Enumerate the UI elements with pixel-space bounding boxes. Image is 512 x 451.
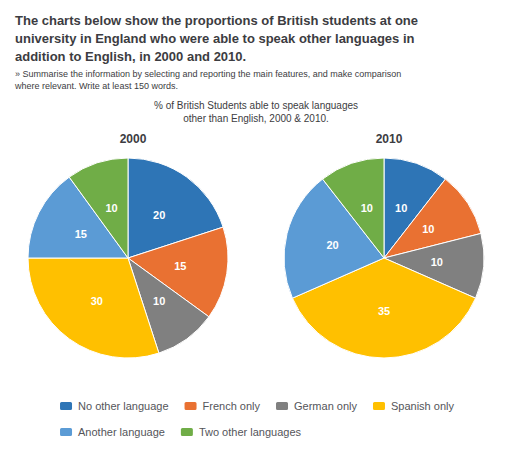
svg-text:where relevant. Write at least: where relevant. Write at least 150 words… xyxy=(14,81,178,91)
svg-text:30: 30 xyxy=(91,295,103,307)
svg-text:% of British Students able to: % of British Students able to speak lang… xyxy=(154,100,358,111)
svg-text:The charts below show the prop: The charts below show the proportions of… xyxy=(15,13,418,28)
svg-text:No other language: No other language xyxy=(78,400,169,412)
svg-text:10: 10 xyxy=(153,295,165,307)
svg-text:35: 35 xyxy=(378,305,390,317)
svg-text:university in England who were: university in England who were able to s… xyxy=(15,31,415,46)
svg-text:Spanish only: Spanish only xyxy=(391,400,454,412)
svg-text:» Summarise the information by: » Summarise the information by selecting… xyxy=(15,69,401,79)
svg-text:20: 20 xyxy=(153,209,165,221)
svg-text:Another language: Another language xyxy=(78,426,165,438)
svg-text:addition to English, in 2000 a: addition to English, in 2000 and 2010. xyxy=(15,49,246,64)
svg-text:Two other languages: Two other languages xyxy=(199,426,302,438)
svg-text:15: 15 xyxy=(174,260,186,272)
svg-text:German only: German only xyxy=(294,400,357,412)
svg-text:10: 10 xyxy=(431,256,443,268)
svg-text:15: 15 xyxy=(75,228,87,240)
svg-text:10: 10 xyxy=(105,202,117,214)
svg-text:10: 10 xyxy=(395,202,407,214)
svg-text:2000: 2000 xyxy=(120,132,147,146)
svg-text:10: 10 xyxy=(361,202,373,214)
svg-text:French only: French only xyxy=(203,400,261,412)
svg-text:other than English, 2000 & 201: other than English, 2000 & 2010. xyxy=(183,113,329,124)
svg-text:2010: 2010 xyxy=(376,132,403,146)
svg-text:10: 10 xyxy=(422,223,434,235)
svg-text:20: 20 xyxy=(326,239,338,251)
